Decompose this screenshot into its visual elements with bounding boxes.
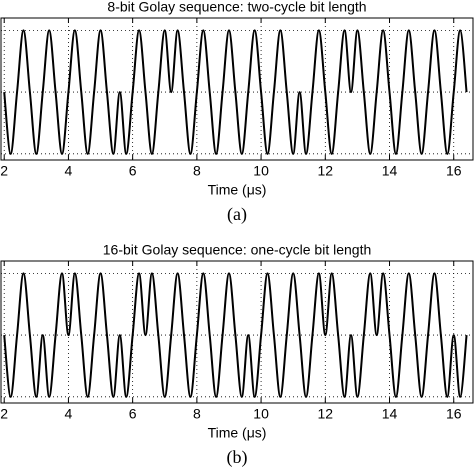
x-tick-label: 12 bbox=[318, 163, 334, 179]
x-tick-label: 6 bbox=[129, 163, 137, 179]
signal-line bbox=[3, 29, 468, 155]
x-tick-label: 8 bbox=[193, 406, 201, 422]
chart-title: 8-bit Golay sequence: two-cycle bit leng… bbox=[107, 0, 366, 15]
x-tick-label: 12 bbox=[318, 406, 334, 422]
x-tick-label: 10 bbox=[253, 163, 269, 179]
x-tick-label: 2 bbox=[0, 163, 8, 179]
x-tick-label: 4 bbox=[65, 406, 73, 422]
plot-frame bbox=[0, 17, 474, 161]
x-tick-label: 16 bbox=[446, 163, 462, 179]
caption: (a) bbox=[227, 204, 247, 225]
x-axis-label: Time (μs) bbox=[208, 182, 267, 198]
signal-line bbox=[3, 272, 468, 398]
x-tick-label: 14 bbox=[382, 163, 398, 179]
x-tick-label: 8 bbox=[193, 163, 201, 179]
x-tick-label: 16 bbox=[446, 406, 462, 422]
caption: (b) bbox=[227, 447, 248, 468]
plot-frame bbox=[0, 260, 474, 404]
x-tick-label: 4 bbox=[65, 163, 73, 179]
x-tick-label: 14 bbox=[382, 406, 398, 422]
x-tick-label: 10 bbox=[253, 406, 269, 422]
chart-title: 16-bit Golay sequence: one-cycle bit len… bbox=[103, 242, 372, 258]
x-tick-label: 2 bbox=[0, 406, 8, 422]
x-axis-label: Time (μs) bbox=[208, 425, 267, 441]
x-tick-label: 6 bbox=[129, 406, 137, 422]
